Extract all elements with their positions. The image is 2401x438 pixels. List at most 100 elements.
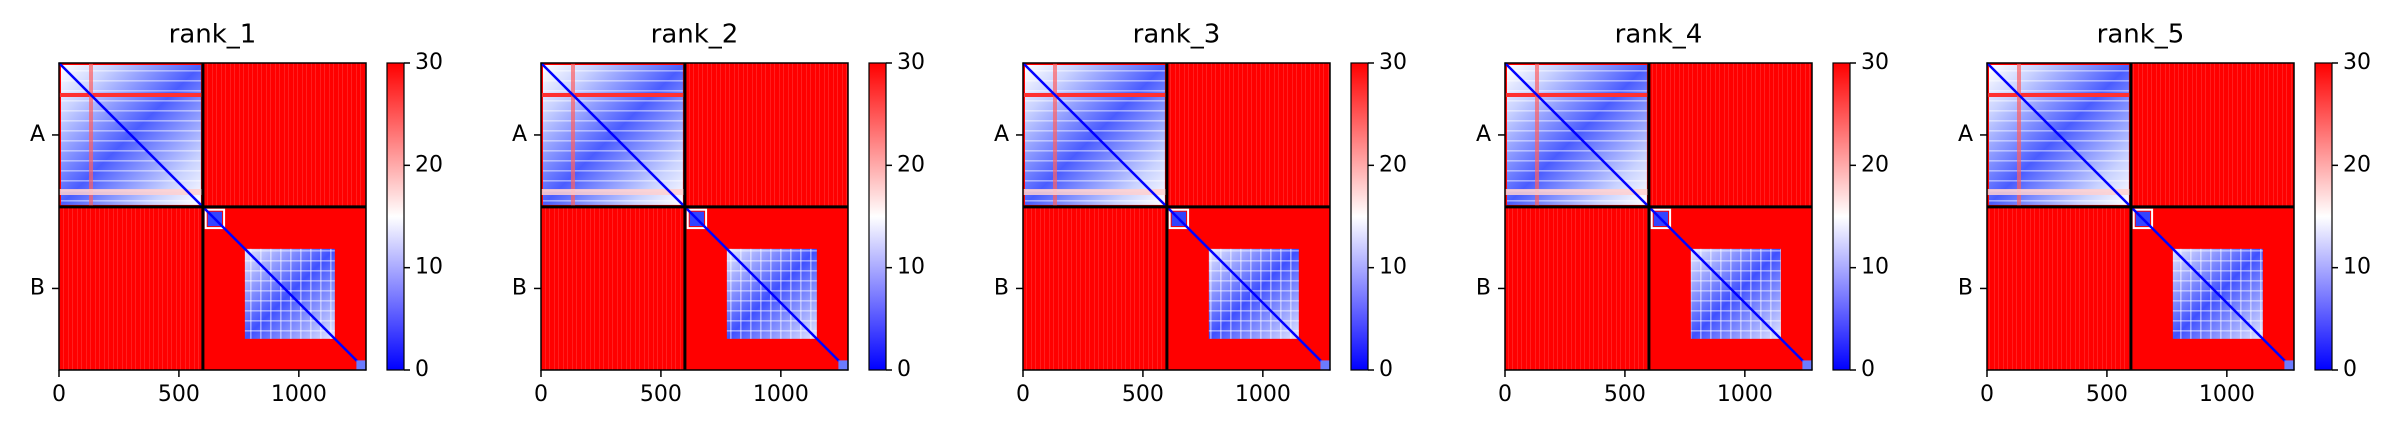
x-tick-label: 0: [52, 382, 66, 407]
panel-1: rank_1 A B 0 500 1000 0 10 20 30: [30, 20, 443, 408]
block-a-band: [1987, 93, 2131, 97]
block-b-small-edge: [2132, 208, 2154, 230]
x-tick-label: 1000: [1717, 382, 1773, 407]
heatmap-cells: [1504, 62, 1813, 371]
x-tick-label: 0: [1498, 382, 1512, 407]
x-tick-label: 0: [1016, 382, 1030, 407]
colorbar-tick-label: 30: [1861, 50, 1889, 75]
block-b-small-edge: [686, 208, 708, 230]
chain-label-a: A: [30, 122, 45, 147]
colorbar-tick-label: 10: [1861, 255, 1889, 280]
block-b-small-edge: [1650, 208, 1672, 230]
chain-label-a: A: [512, 122, 527, 147]
panel-title: rank_4: [1615, 20, 1703, 50]
panel-title: rank_2: [651, 20, 739, 50]
offdiag-block-ba: [1987, 206, 2131, 370]
heatmap-cells: [540, 62, 849, 371]
x-tick-label: 500: [1122, 382, 1164, 407]
colorbar-tick-label: 20: [415, 152, 443, 177]
offdiag-block-ab: [1648, 63, 1812, 207]
diagonal-line: [540, 62, 849, 371]
offdiag-block-ab: [2130, 63, 2294, 207]
block-a-band: [1535, 63, 1539, 207]
colorbar-tick-label: 10: [415, 255, 443, 280]
x-tick-label: 500: [640, 382, 682, 407]
x-tick-label: 0: [1980, 382, 1994, 407]
panel-4: rank_4 A B 0 500 1000 0 10 20 30: [1476, 20, 1889, 408]
tail-block: [2284, 360, 2294, 370]
colorbar-tick-label: 20: [2343, 152, 2371, 177]
colorbar: [868, 62, 887, 371]
diagonal-line: [1986, 62, 2295, 371]
x-tick-label: 500: [1604, 382, 1646, 407]
offdiag-block-ba: [1505, 206, 1649, 370]
panel-title: rank_1: [169, 20, 257, 50]
axes-frame: [540, 62, 849, 371]
tail-block: [356, 360, 366, 370]
block-a-edge: [59, 189, 203, 195]
x-tick-label: 500: [158, 382, 200, 407]
x-tick-label: 1000: [1235, 382, 1291, 407]
colorbar-tick-label: 10: [1379, 255, 1407, 280]
axes-frame: [1022, 62, 1331, 371]
chain-label-b: B: [994, 275, 1009, 300]
panel-2: rank_2 A B 0 500 1000 0 10 20 30: [512, 20, 925, 408]
colorbar-tick-label: 10: [2343, 255, 2371, 280]
panel-3: rank_3 A B 0 500 1000 0 10 20 30: [994, 20, 1407, 408]
block-a-band: [59, 93, 203, 97]
panel-title: rank_5: [2097, 20, 2185, 50]
colorbar-tick-label: 0: [2343, 357, 2357, 382]
offdiag-block-ba: [541, 206, 685, 370]
tail-block: [838, 360, 848, 370]
colorbar: [386, 62, 405, 371]
x-tick-label: 500: [2086, 382, 2128, 407]
diagonal-line: [1022, 62, 1331, 371]
offdiag-block-ab: [202, 63, 366, 207]
block-a-band: [1053, 63, 1057, 207]
x-tick-label: 1000: [271, 382, 327, 407]
colorbar-tick-label: 30: [2343, 50, 2371, 75]
block-a-band: [89, 63, 93, 207]
block-a-edge: [1987, 189, 2131, 195]
chain-label-b: B: [1958, 275, 1973, 300]
chain-label-b: B: [1476, 275, 1491, 300]
block-a-band: [571, 63, 575, 207]
axes-frame: [1504, 62, 1813, 371]
block-a-edge: [1505, 189, 1649, 195]
offdiag-block-ab: [684, 63, 848, 207]
block-a-band: [2017, 63, 2021, 207]
chain-label-a: A: [994, 122, 1009, 147]
offdiag-block-ab: [1166, 63, 1330, 207]
colorbar-tick-label: 0: [1861, 357, 1875, 382]
chain-label-b: B: [30, 275, 45, 300]
colorbar-tick-label: 0: [897, 357, 911, 382]
block-a-band: [1023, 93, 1167, 97]
colorbar: [2314, 62, 2333, 371]
tail-block: [1802, 360, 1812, 370]
diagonal-line: [58, 62, 367, 371]
colorbar-tick-label: 20: [1861, 152, 1889, 177]
colorbar-tick-label: 30: [415, 50, 443, 75]
offdiag-block-ba: [59, 206, 203, 370]
colorbar: [1832, 62, 1851, 371]
colorbar-tick-label: 20: [897, 152, 925, 177]
block-b-small-edge: [1168, 208, 1190, 230]
axes-frame: [1986, 62, 2295, 371]
colorbar: [1350, 62, 1369, 371]
tail-block: [1320, 360, 1330, 370]
colorbar-tick-label: 30: [1379, 50, 1407, 75]
block-a-edge: [541, 189, 685, 195]
offdiag-block-ba: [1023, 206, 1167, 370]
diagonal-line: [1504, 62, 1813, 371]
chain-label-a: A: [1958, 122, 1973, 147]
chain-label-b: B: [512, 275, 527, 300]
colorbar-tick-label: 0: [415, 357, 429, 382]
colorbar-tick-label: 10: [897, 255, 925, 280]
panel-5: rank_5 A B 0 500 1000 0 10 20 30: [1958, 20, 2371, 408]
panel-title: rank_3: [1133, 20, 1221, 50]
heatmap-cells: [58, 62, 367, 371]
heatmap-cells: [1986, 62, 2295, 371]
axes-frame: [58, 62, 367, 371]
x-tick-label: 1000: [2199, 382, 2255, 407]
